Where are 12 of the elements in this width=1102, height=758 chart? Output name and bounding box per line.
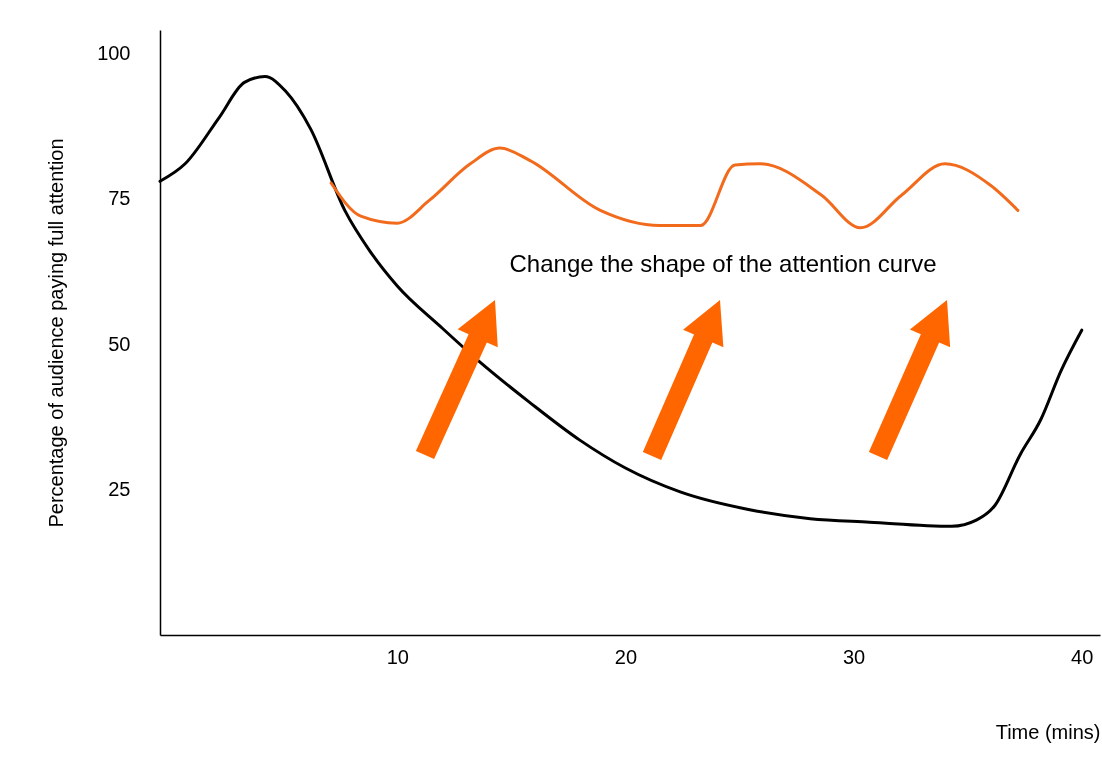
x-tick-label: 10 [386, 645, 409, 668]
y-tick-label: 50 [108, 332, 131, 355]
x-axis-title: Time (mins) [995, 720, 1101, 743]
x-tick-label: 30 [842, 645, 866, 668]
y-tick-label: 25 [108, 478, 131, 501]
line-series [329, 146, 1020, 230]
y-tick-label: 75 [108, 187, 131, 210]
annotation: Change the shape of the attention curve [509, 250, 937, 277]
y-axis-title: Percentage of audience paying full attention [45, 138, 68, 528]
x-tick-label: 40 [1071, 645, 1094, 668]
y-tick-label: 100 [97, 41, 131, 64]
x-tick-label: 20 [614, 645, 638, 668]
